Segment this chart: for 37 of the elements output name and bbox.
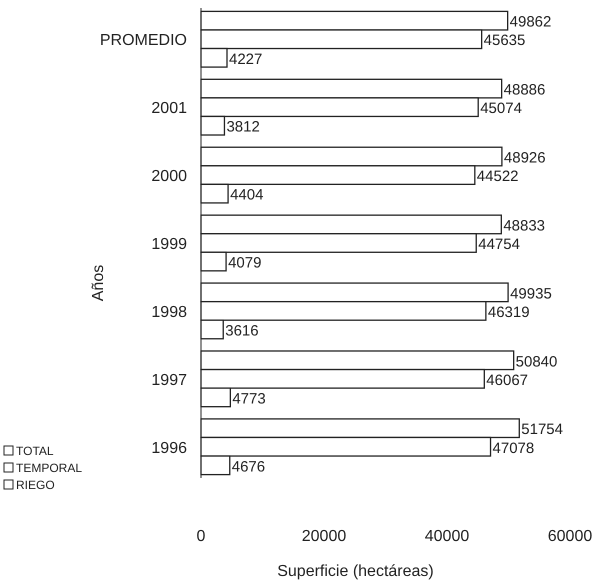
data-label: 49935	[510, 285, 552, 302]
data-label: 4404	[230, 186, 264, 204]
y-tick-label: PROMEDIO	[100, 32, 187, 50]
data-label: 3812	[226, 118, 260, 136]
data-label: 3616	[225, 322, 259, 340]
data-label: 4227	[228, 50, 262, 68]
y-tick-label: 2000	[151, 168, 188, 186]
data-label: 45074	[480, 100, 522, 118]
y-tick-label: 1997	[151, 372, 188, 389]
x-axis-title: Superficie (hectáreas)	[277, 563, 434, 580]
data-label: 44754	[478, 236, 520, 253]
data-label: 48926	[504, 150, 546, 167]
data-label: 45635	[484, 32, 526, 50]
y-axis-title: Años	[90, 264, 107, 302]
data-label: 44522	[476, 168, 519, 186]
data-label: 4676	[232, 458, 266, 476]
data-label: 48886	[504, 82, 546, 99]
legend-label: TOTAL	[16, 444, 54, 458]
legend-label: TEMPORAL	[16, 461, 82, 475]
x-tick-label: 20000	[302, 528, 346, 545]
y-tick-label: 1999	[151, 236, 188, 253]
x-tick-label: 0	[196, 528, 206, 545]
y-tick-label: 2001	[151, 100, 188, 118]
data-label: 4773	[232, 390, 266, 408]
data-label: 46067	[486, 372, 528, 389]
data-label: 48833	[503, 217, 546, 234]
legend-label: RIEGO	[16, 478, 55, 492]
x-tick-label: 40000	[424, 528, 470, 545]
data-label: 4079	[228, 254, 262, 272]
data-label: 50840	[516, 353, 558, 370]
data-label: 46319	[488, 304, 530, 321]
data-label: 47078	[492, 440, 534, 457]
y-tick-label: 1998	[151, 304, 188, 321]
data-label: 51754	[521, 421, 564, 438]
data-label: 49862	[510, 14, 552, 31]
y-tick-label: 1996	[151, 440, 188, 457]
x-tick-label: 60000	[548, 528, 592, 545]
